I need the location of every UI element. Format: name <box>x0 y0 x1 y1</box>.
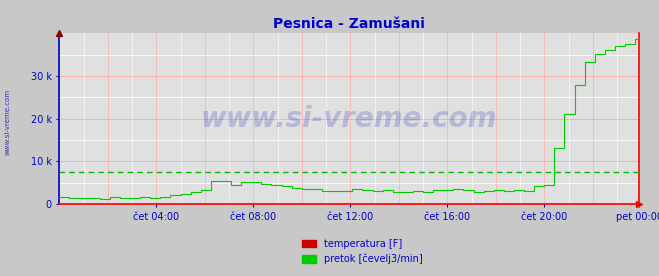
Text: www.si-vreme.com: www.si-vreme.com <box>201 105 498 133</box>
Legend: temperatura [F], pretok [čevelj3/min]: temperatura [F], pretok [čevelj3/min] <box>298 235 427 268</box>
Title: Pesnica - Zamušani: Pesnica - Zamušani <box>273 17 425 31</box>
Text: www.si-vreme.com: www.si-vreme.com <box>5 88 11 155</box>
